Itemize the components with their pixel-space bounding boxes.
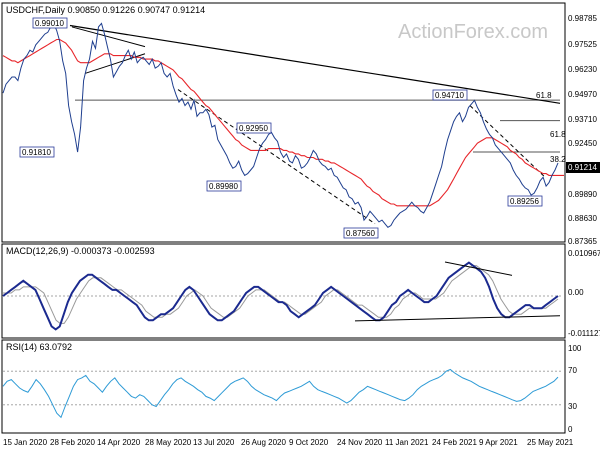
price-level-label: 0.94710 [435, 91, 464, 100]
xtick-label: 28 May 2020 [145, 438, 192, 447]
price-header: USDCHF,Daily 0.90850 0.91226 0.90747 0.9… [6, 5, 205, 15]
xtick-label: 9 Apr 2021 [479, 438, 518, 447]
rsi-ytick-label: 0 [568, 425, 573, 434]
rsi-line [2, 368, 559, 419]
rsi-header: RSI(14) 63.0792 [6, 342, 72, 352]
xtick-label: 28 Feb 2020 [50, 438, 95, 447]
price-ytick-label: 0.98785 [568, 14, 597, 23]
xtick-label: 13 Jul 2020 [193, 438, 235, 447]
xtick-label: 9 Oct 2020 [289, 438, 329, 447]
macd-trendline [444, 261, 513, 276]
trendline [69, 24, 561, 104]
watermark: ActionForex.com [398, 21, 548, 43]
current-price-label: 0.91214 [568, 163, 597, 172]
price-level-box [32, 17, 68, 29]
xtick-label: 26 Aug 2020 [241, 438, 286, 447]
price-ytick-label: 0.93710 [568, 115, 597, 124]
rsi-panel [1, 339, 566, 434]
fib-label-61.8: 61.8 [536, 91, 552, 100]
xtick-label: 25 May 2021 [527, 438, 574, 447]
price-panel [1, 2, 566, 243]
fib-label-61.8: 61.8 [550, 130, 566, 139]
price-ytick-label: 0.87365 [568, 237, 597, 246]
macd-header: MACD(12,26,9) -0.000373 -0.002593 [6, 246, 155, 256]
xtick-label: 24 Nov 2020 [337, 438, 383, 447]
macd-ytick-label: 0.010967 [568, 249, 600, 258]
price-level-box [432, 89, 468, 101]
price-level-label: 0.99010 [35, 19, 64, 28]
xtick-label: 15 Jan 2020 [3, 438, 48, 447]
wedge-line [71, 26, 146, 48]
channel-line-dashed [177, 89, 376, 225]
macd-trendline [354, 315, 561, 322]
rsi-ytick-label: 30 [568, 402, 577, 411]
fib-label-38.2: 38.2 [550, 155, 566, 164]
price-level-box [343, 227, 379, 239]
xtick-label: 14 Apr 2020 [97, 438, 141, 447]
price-level-label: 0.91810 [22, 148, 51, 157]
current-price-box [566, 162, 600, 173]
rsi-ytick-label: 100 [568, 344, 582, 353]
price-ytick-label: 0.97525 [568, 40, 597, 49]
price-level-label: 0.89980 [209, 182, 238, 191]
chart-marks: 0.99010 0.91810 0.89980 0.92950 0.87560 0.947… [2, 17, 564, 419]
macd-ytick-label: 0.00 [568, 288, 584, 297]
xtick-label: 24 Feb 2021 [432, 438, 477, 447]
price-level-box [507, 195, 543, 207]
xtick-label: 11 Jan 2021 [385, 438, 429, 447]
price-ytick-label: 0.88630 [568, 214, 597, 223]
moving-average-line [2, 38, 564, 207]
macd-ytick-label: -0.011127 [568, 329, 600, 338]
price-ytick-label: 0.94970 [568, 90, 597, 99]
price-level-box [206, 180, 242, 192]
price-level-box [19, 146, 55, 158]
rsi-ytick-label: 70 [568, 366, 577, 375]
price-ytick-label: 0.96230 [568, 65, 597, 74]
price-level-label: 0.92950 [239, 124, 268, 133]
price-ytick-label: 0.92450 [568, 139, 597, 148]
price-line [2, 22, 559, 228]
macd-panel [1, 243, 566, 339]
price-ytick-label: 0.89890 [568, 190, 597, 199]
macd-line [2, 261, 559, 331]
price-level-box [236, 122, 272, 134]
price-level-label: 0.87560 [346, 229, 375, 238]
price-level-label: 0.89256 [510, 197, 539, 206]
